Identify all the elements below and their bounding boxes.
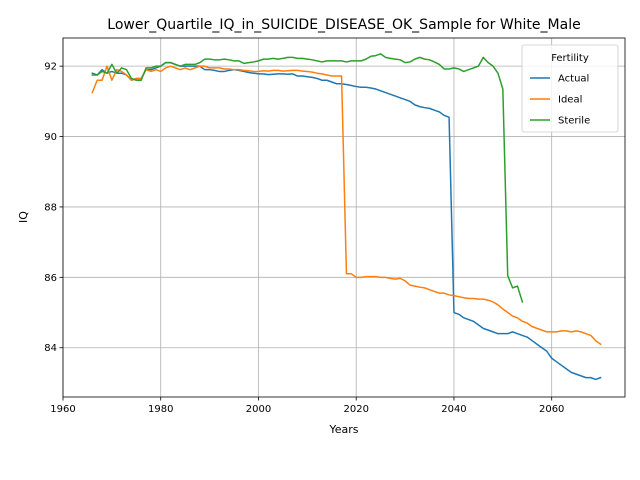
chart-title: Lower_Quartile_IQ_in_SUICIDE_DISEASE_OK_… <box>107 17 580 33</box>
y-axis-ticks: 84 86 88 90 92 <box>44 62 63 354</box>
series-line-sterile <box>91 53 524 303</box>
y-tick-label: 90 <box>44 132 57 143</box>
legend: Fertility Actual Ideal Sterile <box>521 44 619 133</box>
y-tick-label: 84 <box>44 343 57 354</box>
series-line-ideal <box>91 65 602 346</box>
series-lines <box>91 53 602 381</box>
y-axis-label: IQ <box>17 211 30 223</box>
legend-box <box>521 44 619 133</box>
y-tick-label: 88 <box>44 202 57 213</box>
legend-label-ideal: Ideal <box>558 95 582 106</box>
x-axis-label: Years <box>328 423 358 436</box>
x-tick-label: 2060 <box>539 404 564 415</box>
legend-title: Fertility <box>551 53 589 64</box>
x-tick-label: 2000 <box>246 404 271 415</box>
y-tick-label: 92 <box>44 62 57 73</box>
legend-label-sterile: Sterile <box>558 116 590 127</box>
x-tick-label: 1980 <box>148 404 173 415</box>
x-tick-label: 2020 <box>343 404 368 415</box>
y-tick-label: 86 <box>44 273 57 284</box>
legend-label-actual: Actual <box>558 74 589 85</box>
plot-area-frame <box>62 37 626 398</box>
x-axis-ticks: 1960 1980 2000 2020 2040 2060 <box>50 397 564 415</box>
x-tick-label: 2040 <box>441 404 466 415</box>
x-tick-label: 1960 <box>50 404 75 415</box>
